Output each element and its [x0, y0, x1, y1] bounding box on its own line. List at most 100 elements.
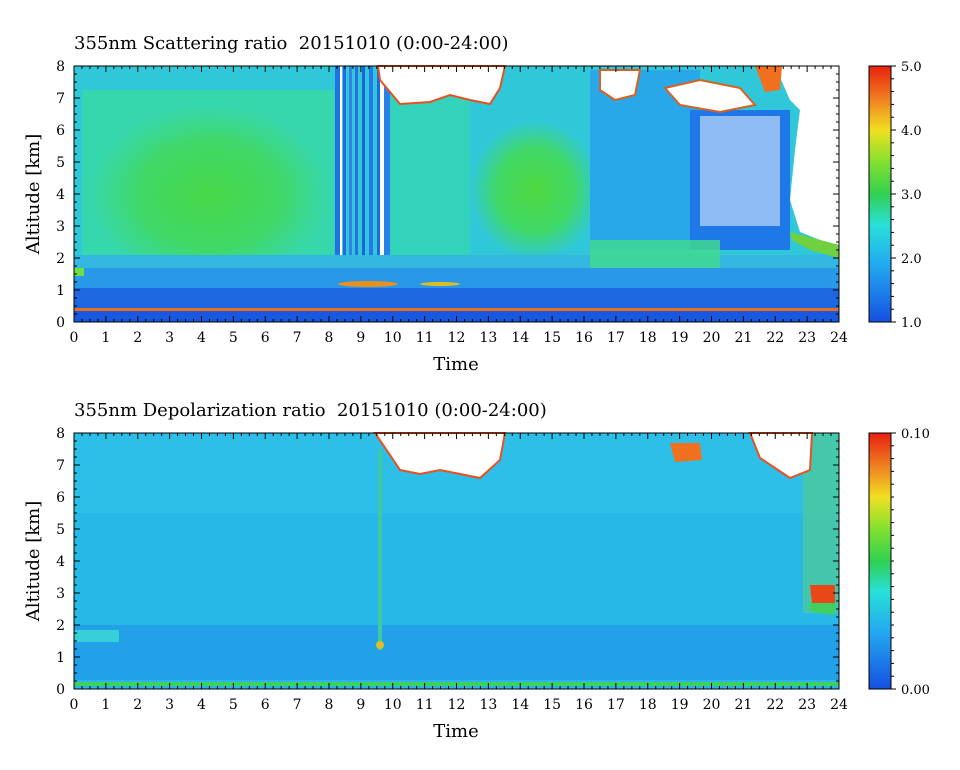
depolarization-ratio-panel: 355nm Depolarization ratio 20151010 (0:0… — [23, 400, 930, 742]
p2-colorbar-ticks: 0.00 0.10 — [891, 427, 930, 698]
x-tick-label: 13 — [479, 697, 497, 713]
x-tick-label: 14 — [511, 330, 529, 346]
p2-cloud-masks — [373, 432, 836, 615]
p1-morning-near-surface — [74, 268, 84, 276]
x-tick-label: 9 — [356, 330, 365, 346]
x-tick-label: 23 — [798, 697, 816, 713]
x-tick-label: 22 — [766, 330, 784, 346]
p1-colorbar-ticks: 1.0 2.0 3.0 4.0 5.0 — [891, 60, 922, 331]
p1-vertical-streaks — [335, 66, 390, 278]
x-tick-label: 0 — [70, 697, 79, 713]
x-tick-label: 1 — [101, 697, 110, 713]
p2-vertical-streak — [378, 450, 382, 650]
y-tick-label: 2 — [56, 251, 65, 267]
colorbar-tick-label: 0.00 — [901, 683, 930, 698]
p1-green-blob-2 — [470, 120, 600, 260]
x-tick-label: 20 — [703, 330, 721, 346]
x-tick-label: 8 — [325, 330, 334, 346]
p1-haze-1 — [700, 116, 780, 226]
colorbar-tick-label: 0.10 — [901, 427, 930, 442]
y-tick-label: 7 — [56, 458, 65, 474]
x-tick-label: 15 — [543, 330, 561, 346]
y-tick-label: 1 — [56, 650, 65, 666]
x-tick-label: 19 — [671, 697, 689, 713]
x-tick-label: 24 — [830, 697, 848, 713]
y-tick-label: 0 — [56, 682, 65, 698]
x-tick-label: 13 — [479, 330, 497, 346]
y-tick-label: 3 — [56, 219, 65, 235]
p2-ylabel: Altitude [km] — [23, 501, 44, 623]
y-tick-label: 5 — [56, 522, 65, 538]
y-tick-label: 2 — [56, 618, 65, 634]
p2-cloud-base-dot — [376, 641, 384, 649]
p1-cloud-base-2 — [420, 282, 460, 286]
x-tick-label: 21 — [734, 330, 752, 346]
x-tick-label: 9 — [356, 697, 365, 713]
p1-field-midday — [390, 90, 470, 260]
x-tick-label: 11 — [416, 697, 434, 713]
p1-y-ticks: 0 1 2 3 4 5 6 7 8 — [56, 59, 839, 331]
y-tick-label: 5 — [56, 155, 65, 171]
colorbar-tick-label: 4.0 — [901, 124, 922, 139]
y-tick-label: 1 — [56, 283, 65, 299]
x-tick-label: 18 — [639, 697, 657, 713]
x-tick-label: 17 — [607, 697, 625, 713]
p1-colorbar — [868, 65, 892, 323]
colorbar-tick-label: 3.0 — [901, 188, 922, 203]
colorbar-tick-label: 1.0 — [901, 316, 922, 331]
x-tick-label: 11 — [416, 330, 434, 346]
scattering-ratio-panel: 355nm Scattering ratio 20151010 (0:00-24… — [23, 33, 922, 375]
y-tick-label: 6 — [56, 123, 65, 139]
x-tick-label: 16 — [575, 330, 593, 346]
scattering-ratio-heatmap — [73, 65, 840, 323]
x-tick-label: 19 — [671, 330, 689, 346]
p2-x-ticks: 0 1 2 3 4 5 6 7 8 9 10 11 12 13 14 15 16 17 18 19 20 21 22 23 24 — [70, 433, 848, 713]
x-tick-label: 16 — [575, 697, 593, 713]
y-tick-label: 8 — [56, 59, 65, 75]
p1-x-ticks: 0 1 2 3 4 5 6 7 8 9 10 11 12 13 14 15 16 17 18 19 20 21 22 23 24 — [70, 66, 848, 346]
x-tick-label: 7 — [293, 330, 302, 346]
x-tick-label: 7 — [293, 697, 302, 713]
x-tick-label: 20 — [703, 697, 721, 713]
x-tick-label: 6 — [261, 697, 270, 713]
x-tick-label: 17 — [607, 330, 625, 346]
x-tick-label: 5 — [229, 330, 238, 346]
p1-cloud-base — [338, 281, 398, 287]
x-tick-label: 8 — [325, 697, 334, 713]
y-tick-label: 6 — [56, 490, 65, 506]
x-tick-label: 15 — [543, 697, 561, 713]
x-tick-label: 10 — [384, 330, 402, 346]
p2-boundary-layer — [74, 625, 839, 680]
x-tick-label: 4 — [197, 330, 206, 346]
y-tick-label: 3 — [56, 586, 65, 602]
depolarization-ratio-heatmap — [73, 432, 840, 690]
x-tick-label: 12 — [448, 697, 466, 713]
y-tick-label: 4 — [56, 187, 65, 203]
y-tick-label: 4 — [56, 554, 65, 570]
x-tick-label: 22 — [766, 697, 784, 713]
y-tick-label: 7 — [56, 91, 65, 107]
p1-evening-aerosol — [590, 240, 720, 270]
x-tick-label: 4 — [197, 697, 206, 713]
x-tick-label: 2 — [133, 330, 142, 346]
x-tick-label: 12 — [448, 330, 466, 346]
p1-xlabel: Time — [433, 354, 478, 375]
x-tick-label: 2 — [133, 697, 142, 713]
x-tick-label: 10 — [384, 697, 402, 713]
p2-morning-layer — [74, 630, 119, 642]
x-tick-label: 14 — [511, 697, 529, 713]
colorbar-tick-label: 5.0 — [901, 60, 922, 75]
p1-cloud-masks — [376, 65, 839, 258]
x-tick-label: 1 — [101, 330, 110, 346]
x-tick-label: 3 — [165, 697, 174, 713]
p2-xlabel: Time — [433, 721, 478, 742]
p1-ylabel: Altitude [km] — [23, 134, 44, 256]
x-tick-label: 6 — [261, 330, 270, 346]
p1-low-band — [74, 268, 839, 288]
x-tick-label: 18 — [639, 330, 657, 346]
x-tick-label: 0 — [70, 330, 79, 346]
p2-colorbar — [868, 432, 892, 690]
x-tick-label: 5 — [229, 697, 238, 713]
panel1-title: 355nm Scattering ratio 20151010 (0:00-24… — [74, 33, 509, 54]
